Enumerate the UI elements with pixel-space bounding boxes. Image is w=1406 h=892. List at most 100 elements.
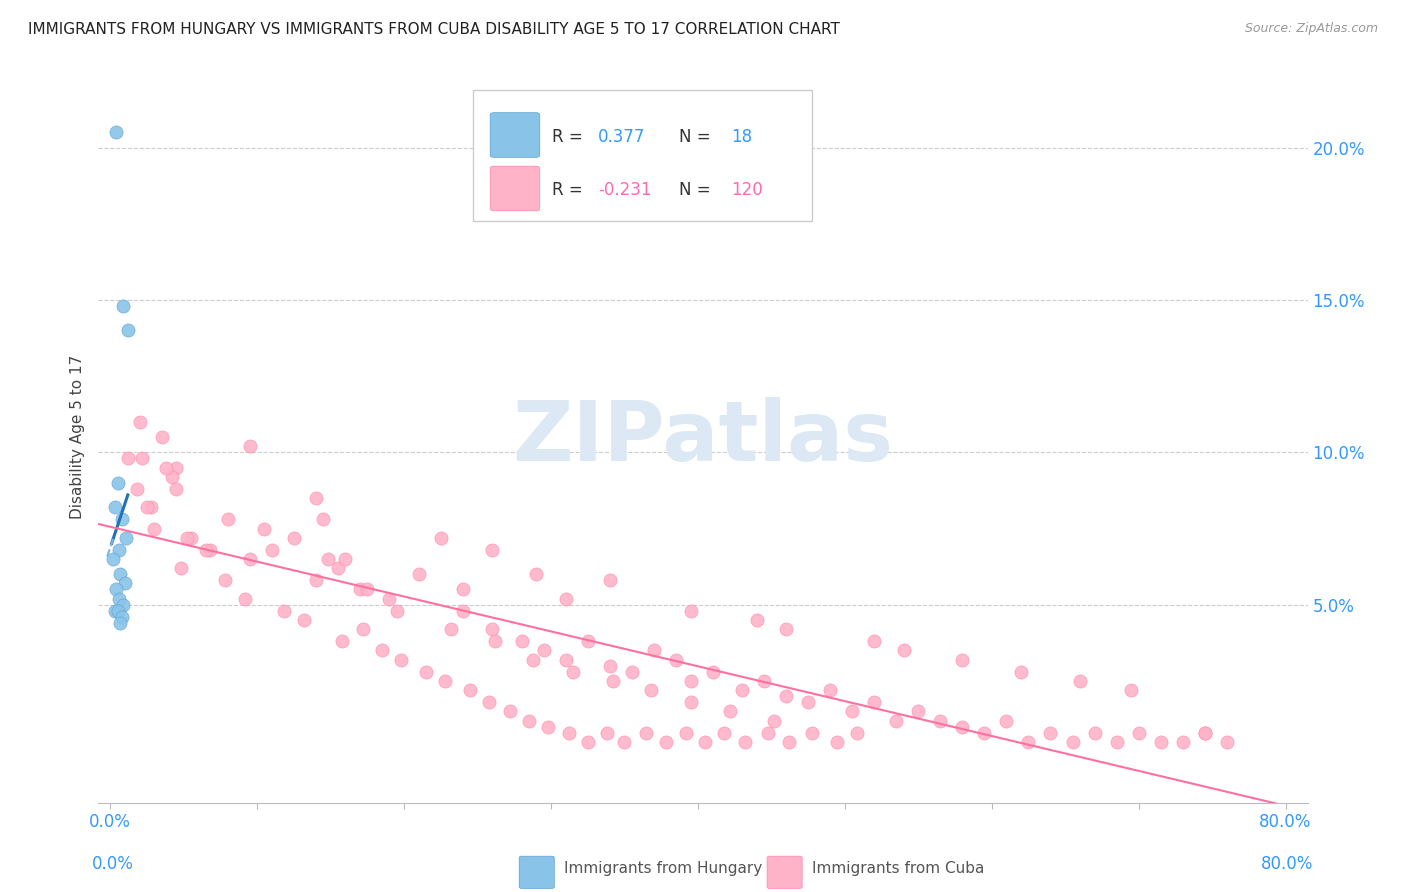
Point — [260, 542, 283, 557]
Point — [233, 591, 256, 606]
Point — [576, 735, 599, 749]
Text: 0.377: 0.377 — [598, 128, 645, 145]
Point — [176, 531, 198, 545]
Point — [775, 689, 797, 703]
Point — [429, 531, 451, 545]
Point — [827, 735, 849, 749]
Point — [695, 735, 717, 749]
Point — [110, 567, 132, 582]
Point — [533, 643, 555, 657]
Point — [114, 576, 136, 591]
Point — [326, 561, 349, 575]
Point — [1062, 735, 1084, 749]
Point — [107, 604, 129, 618]
Point — [818, 683, 841, 698]
Point — [305, 574, 328, 588]
FancyBboxPatch shape — [491, 112, 540, 157]
Point — [907, 705, 929, 719]
Point — [112, 598, 135, 612]
Point — [679, 604, 702, 618]
Point — [1083, 725, 1105, 739]
Point — [752, 673, 775, 688]
Point — [451, 604, 474, 618]
Point — [103, 500, 125, 515]
Point — [675, 725, 697, 739]
Point — [1017, 735, 1039, 749]
Text: Immigrants from Hungary: Immigrants from Hungary — [564, 861, 762, 876]
Text: Source: ZipAtlas.com: Source: ZipAtlas.com — [1244, 22, 1378, 36]
Point — [165, 482, 187, 496]
Point — [758, 725, 780, 739]
Point — [517, 714, 540, 728]
Point — [115, 531, 138, 545]
Point — [557, 725, 579, 739]
Text: 80.0%: 80.0% — [1261, 855, 1313, 873]
Point — [778, 735, 800, 749]
Point — [389, 652, 412, 666]
Point — [863, 695, 886, 709]
Point — [352, 622, 374, 636]
Point — [112, 299, 135, 313]
Point — [510, 634, 533, 648]
Point — [305, 491, 328, 505]
Text: R =: R = — [551, 128, 588, 145]
Point — [481, 622, 503, 636]
Point — [763, 714, 786, 728]
Point — [170, 561, 193, 575]
Point — [434, 673, 457, 688]
Point — [1194, 725, 1216, 739]
Point — [665, 652, 688, 666]
Point — [415, 665, 437, 679]
Point — [499, 705, 522, 719]
Point — [973, 725, 995, 739]
Point — [478, 695, 501, 709]
Point — [440, 622, 463, 636]
Point — [599, 658, 621, 673]
Point — [349, 582, 371, 597]
Point — [378, 591, 401, 606]
Point — [103, 604, 125, 618]
Text: N =: N = — [679, 128, 716, 145]
Point — [636, 725, 658, 739]
Point — [105, 125, 128, 139]
Text: 120: 120 — [731, 181, 762, 199]
Point — [312, 512, 335, 526]
Point — [1105, 735, 1128, 749]
Point — [214, 574, 236, 588]
Point — [863, 634, 886, 648]
Point — [356, 582, 378, 597]
Point — [1128, 725, 1150, 739]
FancyBboxPatch shape — [519, 856, 554, 888]
Point — [1039, 725, 1062, 739]
Point — [253, 521, 276, 535]
FancyBboxPatch shape — [768, 856, 803, 888]
Point — [484, 634, 506, 648]
Text: R =: R = — [551, 181, 588, 199]
Point — [155, 460, 177, 475]
Point — [273, 604, 295, 618]
Point — [801, 725, 824, 739]
Point — [950, 720, 973, 734]
Point — [884, 714, 907, 728]
Point — [335, 552, 357, 566]
Point — [620, 665, 643, 679]
Point — [111, 512, 134, 526]
Point — [292, 613, 315, 627]
FancyBboxPatch shape — [491, 166, 540, 211]
Text: Immigrants from Cuba: Immigrants from Cuba — [811, 861, 984, 876]
Point — [640, 683, 662, 698]
Point — [239, 552, 262, 566]
Point — [613, 735, 636, 749]
Point — [576, 634, 599, 648]
Point — [775, 622, 797, 636]
Point — [537, 720, 560, 734]
Point — [522, 652, 544, 666]
Point — [217, 512, 239, 526]
Point — [797, 695, 820, 709]
Point — [718, 705, 741, 719]
Point — [734, 735, 756, 749]
Point — [554, 652, 576, 666]
FancyBboxPatch shape — [474, 89, 811, 221]
Point — [283, 531, 305, 545]
Point — [679, 673, 702, 688]
